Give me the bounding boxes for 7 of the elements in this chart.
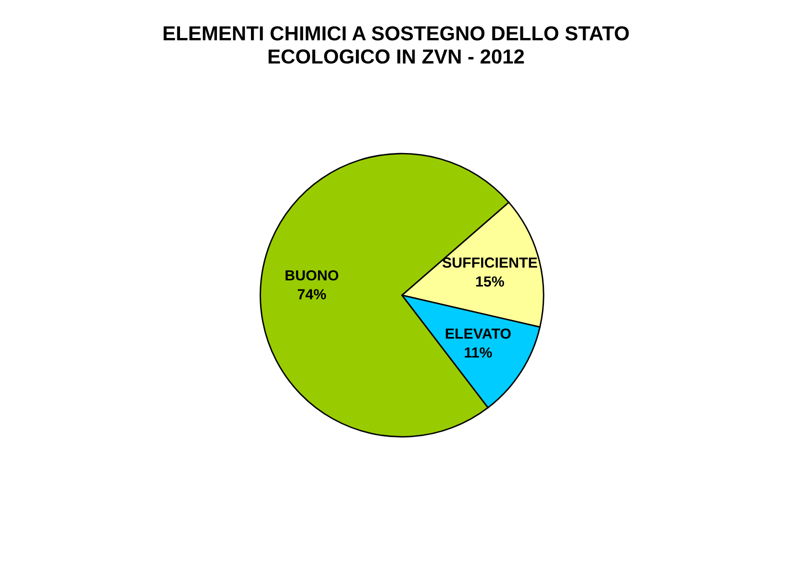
data-label: 11%	[464, 347, 492, 358]
chart-title: ELEMENTI CHIMICI A SOSTEGNO DELLO STATO ECOLOGICO IN ZVN - 2012	[164, 26, 629, 64]
data-label: 15%	[476, 276, 504, 287]
slice-label: SUFFICIENTE	[442, 257, 538, 268]
slice-label: BUONO	[286, 270, 338, 281]
data-label: 74%	[298, 289, 326, 300]
slice-label: ELEVATO	[446, 328, 511, 339]
